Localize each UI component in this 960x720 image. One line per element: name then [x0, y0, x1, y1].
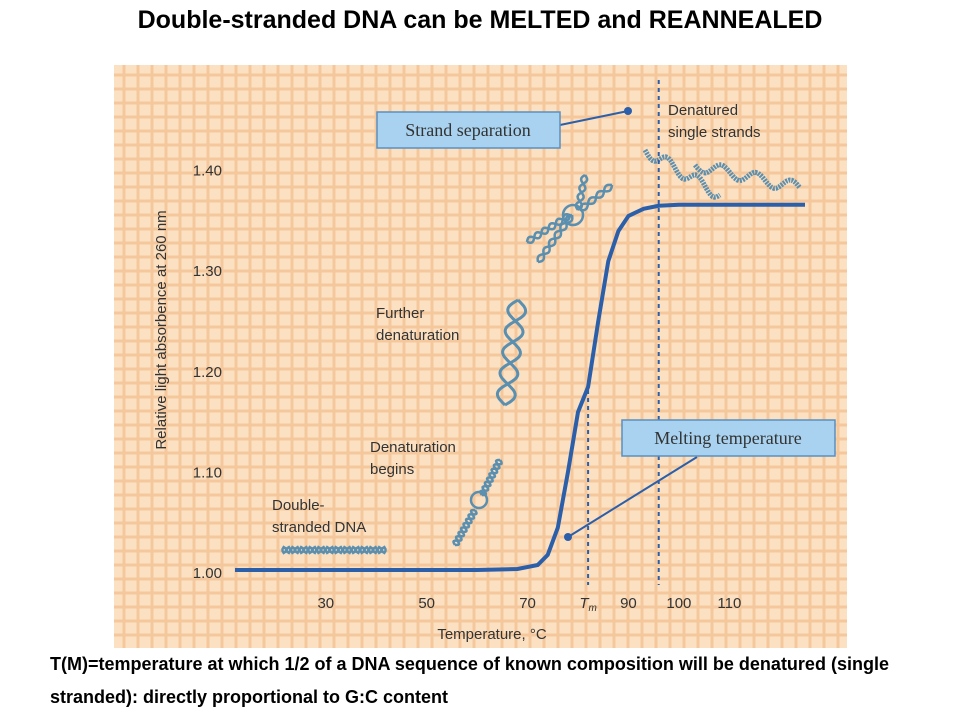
annotation-denaturation-begins: Denaturation begins	[370, 439, 460, 478]
y-tick-label: 1.20	[193, 364, 222, 381]
melting-curve-line	[235, 202, 805, 572]
strand-separation-leader	[559, 110, 629, 126]
x-tick-label: 100	[666, 595, 691, 612]
melting-temperature-label: Melting temperature	[654, 428, 801, 448]
y-tick-label: 1.40	[193, 163, 222, 180]
y-tick-label: 1.10	[193, 464, 222, 481]
separating-dna-arm-4-icon	[578, 183, 614, 212]
double-stranded-dna-icon	[280, 545, 388, 555]
annotation-denatured-single-strands: Denatured single strands	[668, 102, 761, 141]
x-tick-label: 110	[717, 595, 741, 612]
caption: T(M)=temperature at which 1/2 of a DNA s…	[50, 654, 889, 707]
slide-title: Double-stranded DNA can be MELTED and RE…	[137, 6, 823, 34]
strand-separation-label: Strand separation	[405, 120, 530, 140]
x-tick-label: 90	[620, 595, 637, 612]
y-axis-title: Relative light absorbence at 260 nm	[153, 210, 170, 449]
denaturation-bubble-icon	[469, 490, 489, 510]
dna-illustrations	[280, 148, 802, 555]
denaturing-dna-upper-icon	[479, 458, 503, 497]
annotation-double-stranded: Double- stranded DNA	[272, 497, 366, 536]
y-tick-label: 1.30	[193, 263, 222, 280]
strand-separation-box	[376, 111, 561, 149]
y-tick-label: 1.00	[193, 565, 222, 582]
x-tick-label: 30	[317, 595, 334, 612]
melting-temperature-leader	[567, 456, 698, 538]
denaturing-dna-lower-icon	[452, 508, 478, 547]
x-axis-title: Temperature, °C	[437, 626, 547, 643]
y-axis-ticks: 1.00 1.10 1.20 1.30 1.40	[193, 163, 222, 582]
further-denaturation-dna-icon	[495, 298, 528, 407]
x-axis-ticks: 30 50 70 Tm 90 100 110	[317, 595, 741, 614]
strand-separation-dot	[624, 107, 632, 115]
separation-bubble-icon	[561, 203, 585, 227]
melting-curve-chart: 1.00 1.10 1.20 1.30 1.40 Relative light abso…	[114, 65, 847, 648]
single-strand-1-icon	[642, 148, 722, 200]
x-tick-label: 50	[418, 595, 435, 612]
x-tick-label: 70	[519, 595, 536, 612]
melting-temperature-dot	[564, 533, 572, 541]
melting-temperature-box	[621, 419, 836, 457]
single-strand-2-icon	[693, 162, 802, 191]
annotation-further-denaturation: Further denaturation	[376, 305, 459, 344]
x-tick-label: Tm	[579, 595, 597, 614]
